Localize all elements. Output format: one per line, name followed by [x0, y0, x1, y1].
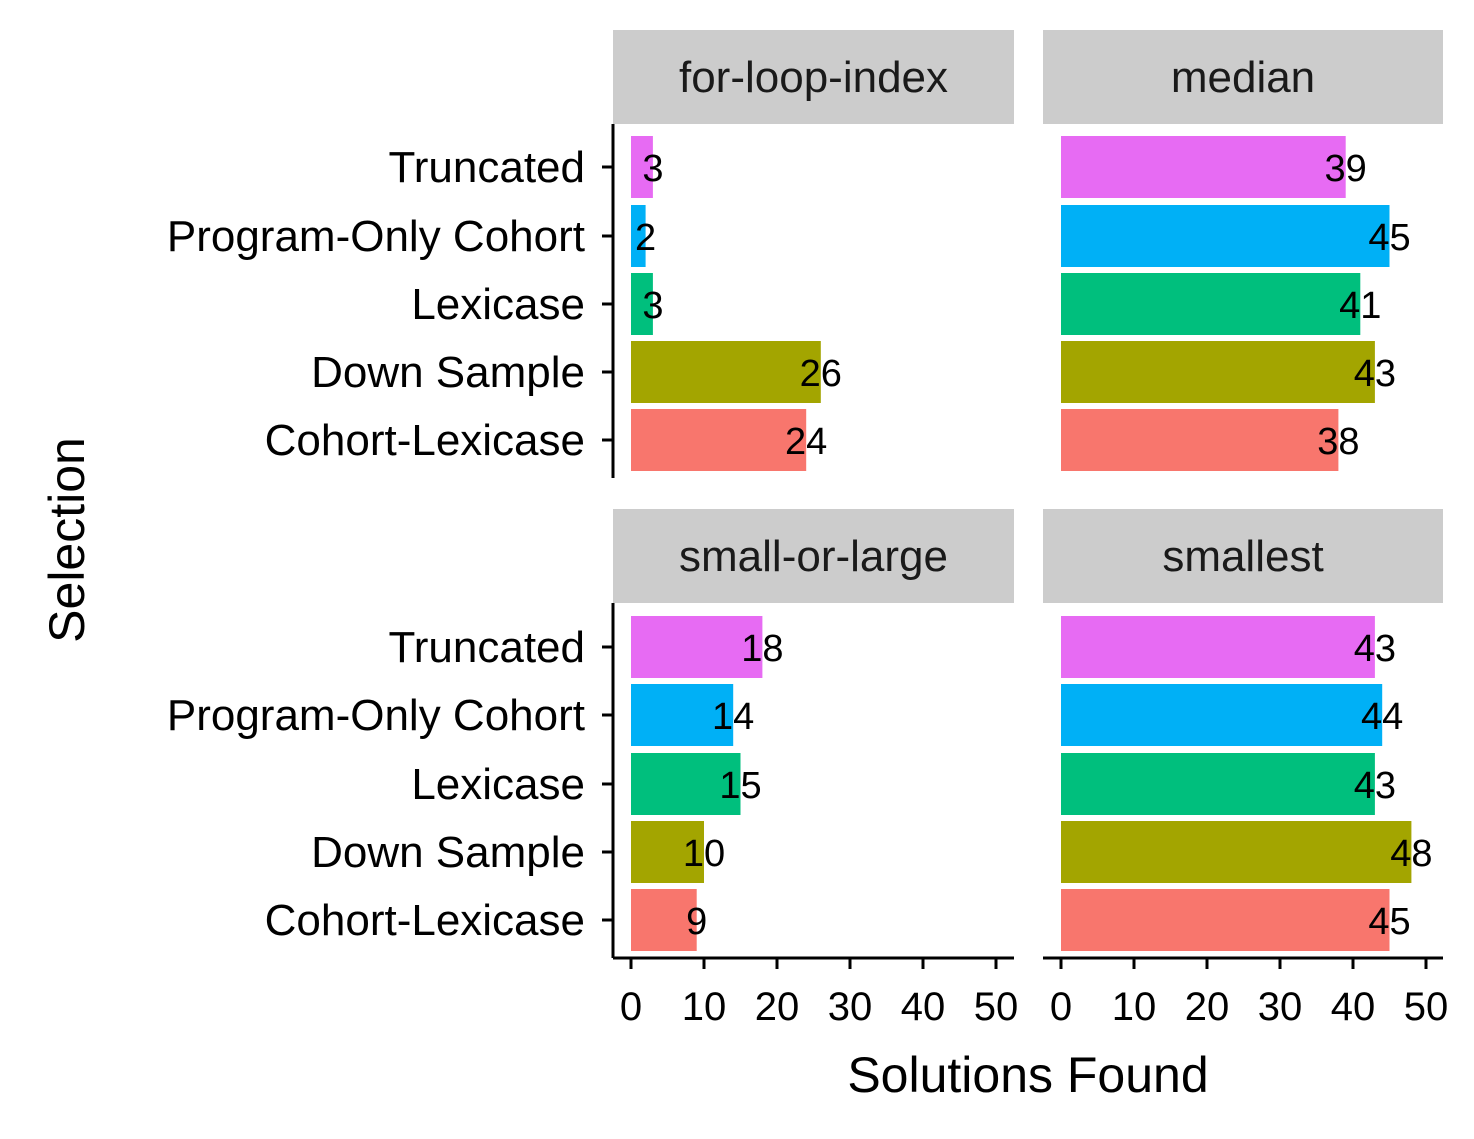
- data-label: 14: [712, 696, 754, 738]
- data-label: 41: [1339, 285, 1381, 327]
- facet-title: smallest: [1162, 532, 1323, 581]
- bar: [631, 616, 763, 678]
- x-tick-label: 0: [1050, 985, 1072, 1029]
- x-tick-label: 10: [682, 985, 727, 1029]
- y-tick-label: Truncated: [389, 623, 585, 672]
- data-label: 10: [683, 833, 725, 875]
- data-label: 2: [635, 217, 656, 259]
- x-tick-label: 0: [620, 985, 642, 1029]
- data-label: 43: [1354, 628, 1396, 670]
- bar: [631, 273, 653, 335]
- bar: [631, 684, 734, 746]
- data-label: 43: [1354, 353, 1396, 395]
- x-tick-label: 40: [1331, 985, 1376, 1029]
- bar: [631, 409, 807, 471]
- x-tick-label: 30: [1258, 985, 1303, 1029]
- bar: [1061, 341, 1375, 403]
- bar: [1061, 821, 1412, 883]
- data-label: 3: [642, 285, 663, 327]
- data-label: 39: [1325, 148, 1367, 190]
- y-tick-label: Cohort-Lexicase: [265, 416, 585, 465]
- data-label: 45: [1368, 901, 1410, 943]
- x-tick-label: 50: [1404, 985, 1449, 1029]
- bar: [1061, 273, 1361, 335]
- bar: [631, 753, 741, 815]
- y-tick-label: Lexicase: [411, 760, 585, 809]
- bar: [631, 889, 697, 951]
- facet-strip: [1043, 30, 1443, 124]
- data-label: 43: [1354, 765, 1396, 807]
- facet-strip: [613, 509, 1014, 603]
- facet-title: for-loop-index: [679, 53, 948, 102]
- y-tick-label: Lexicase: [411, 280, 585, 329]
- data-label: 15: [719, 765, 761, 807]
- x-tick-label: 40: [901, 985, 946, 1029]
- data-label: 9: [686, 901, 707, 943]
- data-label: 18: [741, 628, 783, 670]
- data-label: 24: [785, 421, 827, 463]
- facet-title: small-or-large: [679, 532, 948, 581]
- bar: [1061, 889, 1390, 951]
- facet-title: median: [1171, 53, 1315, 102]
- y-tick-label: Program-Only Cohort: [167, 212, 585, 261]
- x-axis-title: Solutions Found: [847, 1047, 1208, 1103]
- bar: [1061, 616, 1375, 678]
- y-tick-label: Down Sample: [311, 828, 585, 877]
- data-label: 45: [1368, 217, 1410, 259]
- bar: [1061, 684, 1383, 746]
- bar: [631, 136, 653, 198]
- y-tick-label: Truncated: [389, 143, 585, 192]
- bar: [631, 205, 646, 267]
- bar: [631, 341, 821, 403]
- bar: [1061, 753, 1375, 815]
- facet-strip: [613, 30, 1014, 124]
- bar: [1061, 205, 1390, 267]
- facet-strip: [1043, 509, 1443, 603]
- data-label: 44: [1361, 696, 1403, 738]
- data-label: 48: [1390, 833, 1432, 875]
- bar: [1061, 409, 1339, 471]
- x-tick-label: 20: [1185, 985, 1230, 1029]
- panel-smallest: smallest 43 44 43 48 45 0 10 20 30 40 50: [1043, 509, 1448, 1029]
- y-axis-title: Selection: [39, 437, 95, 643]
- x-tick-label: 20: [755, 985, 800, 1029]
- y-tick-label: Program-Only Cohort: [167, 691, 585, 740]
- panel-for-loop-index: for-loop-index 3 2 3 26 24 Truncated Program-On…: [167, 30, 1014, 478]
- x-tick-label: 50: [974, 985, 1019, 1029]
- y-tick-label: Down Sample: [311, 348, 585, 397]
- x-tick-label: 30: [828, 985, 873, 1029]
- data-label: 38: [1317, 421, 1359, 463]
- x-tick-label: 10: [1112, 985, 1157, 1029]
- bar: [631, 821, 704, 883]
- bar: [1061, 136, 1346, 198]
- data-label: 3: [642, 148, 663, 190]
- data-label: 26: [800, 353, 842, 395]
- y-tick-label: Cohort-Lexicase: [265, 896, 585, 945]
- panel-small-or-large: small-or-large 18 14 15 10 9 Truncated Program-…: [167, 509, 1018, 1029]
